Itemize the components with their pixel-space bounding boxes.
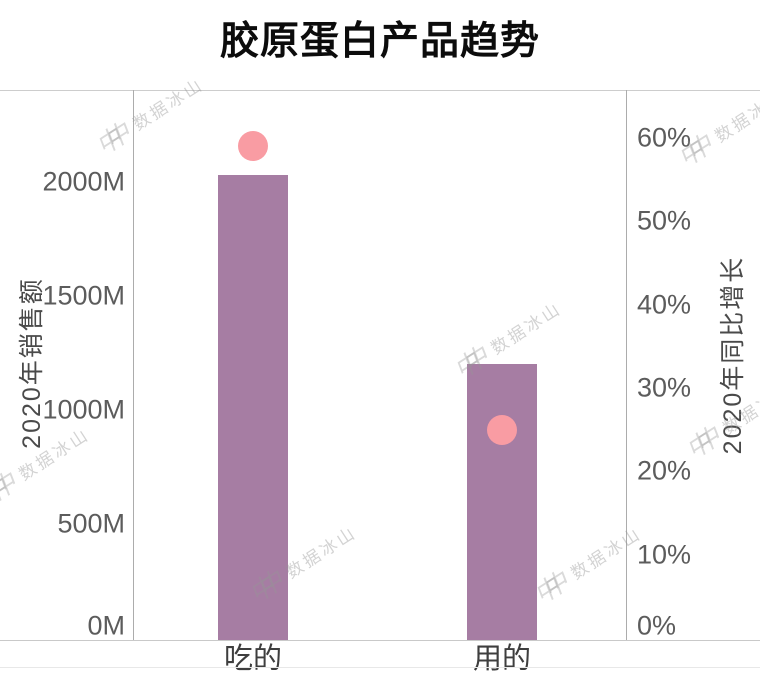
x-axis-category-label: 用的 <box>472 643 532 673</box>
watermark: 中中 数据冰山 <box>90 66 210 161</box>
watermark-text: 数据冰山 <box>711 86 760 146</box>
left-axis-tick-label: 0M <box>87 610 125 641</box>
sales-bar <box>467 364 537 640</box>
right-axis-tick-label: 0% <box>637 610 677 641</box>
right-axis-tick-label: 20% <box>637 455 692 486</box>
left-axis-title: 2020年销售额 <box>18 277 46 449</box>
left-axis-spine <box>133 90 134 640</box>
sales-bar <box>218 175 288 640</box>
right-axis-tick-label: 10% <box>637 539 692 570</box>
right-axis-tick-label: 30% <box>637 372 692 403</box>
right-axis-spine <box>626 90 627 640</box>
right-axis-tick-label: 50% <box>637 205 692 236</box>
watermark-text: 数据冰山 <box>129 74 207 134</box>
left-axis-tick-label: 1500M <box>42 280 125 311</box>
left-axis-tick-label: 500M <box>57 508 125 539</box>
watermark-text: 数据冰山 <box>487 298 565 358</box>
image-bottom-border <box>0 667 760 668</box>
watermark: 中中 数据冰山 <box>528 515 648 611</box>
right-axis-tick-label: 40% <box>637 289 692 320</box>
x-axis-line <box>0 640 760 641</box>
chart-title: 胶原蛋白产品趋势 <box>219 20 540 63</box>
left-axis-tick-label: 1000M <box>42 394 125 425</box>
growth-point-marker <box>238 131 268 162</box>
shuju-bingshan-logo-icon: 中中 <box>533 572 561 611</box>
shuju-bingshan-logo-icon: 中中 <box>0 473 9 512</box>
watermark-text: 数据冰山 <box>567 523 645 583</box>
right-axis-title: 2020年同比增长 <box>719 255 747 455</box>
watermark-text: 数据冰山 <box>282 522 360 582</box>
x-axis-category-label: 吃的 <box>223 643 283 673</box>
growth-point-marker <box>487 414 517 445</box>
plot-top-border <box>0 90 760 91</box>
right-axis-tick-label: 60% <box>637 122 692 153</box>
left-axis-tick-label: 2000M <box>42 166 125 197</box>
